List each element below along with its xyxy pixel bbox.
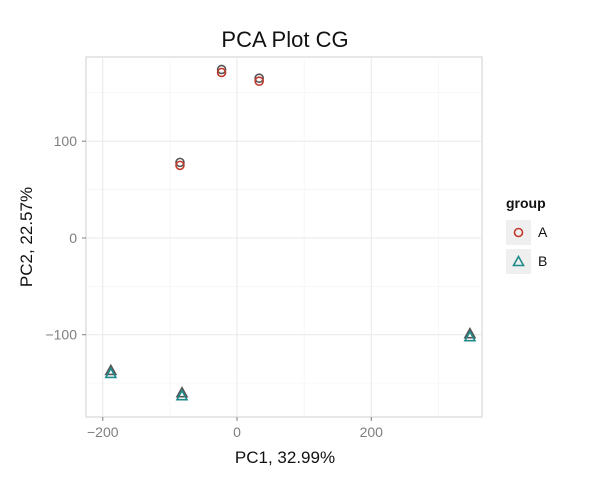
legend-label-a: A — [538, 224, 548, 240]
y-axis-label: PC2, 22.57% — [17, 187, 36, 287]
legend: group AB — [506, 195, 548, 274]
y-tick-label: 100 — [54, 133, 78, 149]
legend-key-b — [506, 249, 531, 274]
data-point-overlap-a — [254, 73, 264, 83]
data-point-overlap-b — [175, 386, 189, 398]
panel-background — [85, 56, 483, 418]
legend-key-a — [506, 220, 531, 245]
y-tick-label: 0 — [69, 230, 77, 246]
x-tick-label: −200 — [87, 424, 119, 440]
legend-label-b: B — [538, 253, 547, 269]
y-tick-label: −100 — [45, 327, 77, 343]
x-tick-label: 200 — [360, 424, 384, 440]
data-point-overlap-a — [175, 157, 185, 168]
data-point-b — [463, 330, 477, 342]
data-point-overlap-b — [104, 363, 118, 376]
chart-title: PCA Plot CG — [221, 27, 348, 52]
data-point-b — [175, 389, 189, 401]
x-tick-label: 0 — [233, 424, 241, 440]
legend-title: group — [506, 195, 546, 211]
data-point-overlap-b — [463, 327, 477, 339]
data-point-overlap-a — [216, 64, 227, 75]
data-point-a — [216, 67, 227, 78]
data-point-b — [104, 366, 118, 379]
data-point-a — [254, 76, 264, 86]
legend-marker-b — [512, 254, 525, 267]
x-axis-label: PC1, 32.99% — [235, 448, 335, 467]
plot-panel: −200 0 200 −100 0 100 — [45, 56, 483, 440]
legend-marker-a — [513, 227, 524, 238]
data-point-a — [175, 160, 185, 171]
